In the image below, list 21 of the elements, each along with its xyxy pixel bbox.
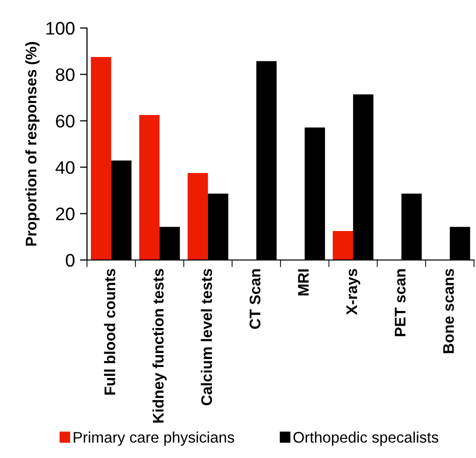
bar bbox=[90, 57, 112, 260]
legend-label: Primary care physicians bbox=[74, 432, 234, 446]
x-tick-label: PET scan bbox=[394, 269, 406, 336]
y-tick-label: 20 bbox=[56, 208, 74, 220]
bar bbox=[332, 231, 354, 260]
x-tick-label: CT Scan bbox=[250, 269, 260, 329]
y-tick-label: 40 bbox=[56, 161, 74, 174]
x-tick-label: Bone scans bbox=[443, 268, 454, 354]
x-tick-label: Full blood counts bbox=[104, 268, 116, 395]
bar bbox=[188, 173, 208, 260]
x-tick-label: Calcium level tests bbox=[200, 268, 212, 406]
y-tick-label: 80 bbox=[56, 68, 74, 82]
y-tick-label: 60 bbox=[56, 114, 74, 128]
x-tick-label: MRI bbox=[298, 269, 309, 296]
x-tick-label: X-rays bbox=[346, 268, 360, 315]
y-tick-label: 100 bbox=[46, 22, 74, 35]
legend-label: Orthopedic specalists bbox=[293, 432, 438, 446]
bar bbox=[139, 115, 160, 260]
y-tick-label: 0 bbox=[66, 254, 74, 267]
x-tick-label: Kidney function tests bbox=[152, 268, 167, 423]
y-axis-title: Proportion of responses (%) bbox=[25, 42, 40, 246]
